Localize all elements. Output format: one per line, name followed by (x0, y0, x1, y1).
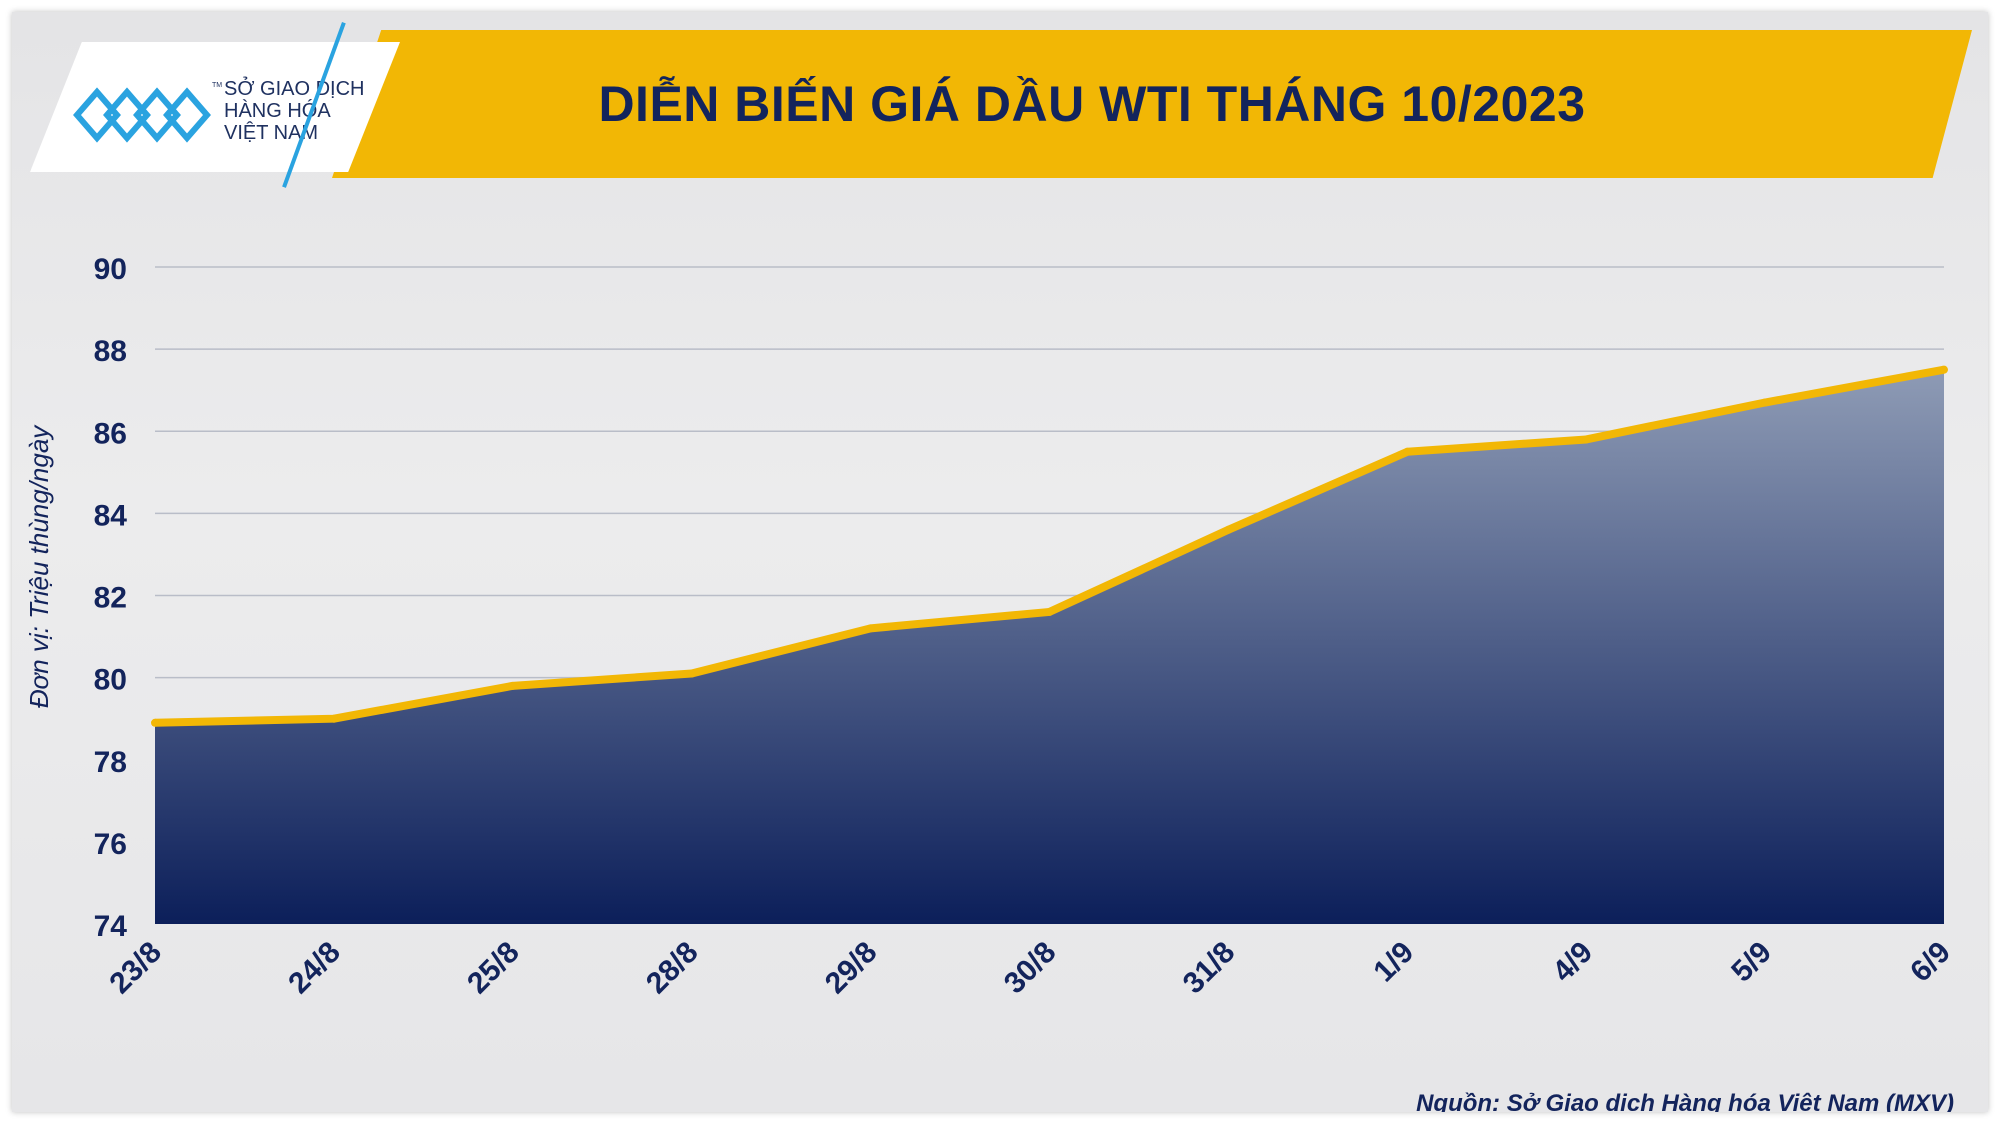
mxv-logo-icon (73, 87, 211, 143)
y-tick-label: 82 (94, 582, 127, 615)
logo-trademark: TM (212, 82, 223, 89)
y-tick-label: 80 (94, 664, 127, 697)
data-point (1403, 447, 1412, 456)
x-tick-label: 4/9 (1546, 936, 1599, 989)
x-tick-label: 1/9 (1367, 936, 1420, 989)
x-tick-label: 25/8 (461, 936, 526, 1001)
x-tick-label: 31/8 (1177, 936, 1242, 1001)
logo-text: SỞ GIAO DỊCH HÀNG HÓA VIỆT NAM (224, 78, 365, 144)
chart-frame: DIỄN BIẾN GIÁ DẦU WTI THÁNG 10/2023 TM S… (12, 12, 1988, 1112)
logo-line-1: SỞ GIAO DỊCH (224, 78, 365, 100)
title-banner (332, 30, 1972, 178)
source-note: Nguồn: Sở Giao dịch Hàng hóa Việt Nam (M… (1416, 1090, 1954, 1112)
data-point (866, 624, 875, 633)
data-point (1582, 435, 1591, 444)
data-point (1224, 525, 1233, 534)
data-point (1045, 607, 1054, 616)
area-chart: 74 76 78 80 82 84 86 88 90 23/8 24/8 25/8 28/8 29/8 3… (24, 253, 1957, 1001)
y-axis-label: Đơn vị: Triệu thùng/ngày (24, 424, 54, 709)
data-point (508, 681, 517, 690)
area-fill (155, 369, 1944, 924)
x-tick-label: 29/8 (819, 936, 884, 1001)
chart-title: DIỄN BIẾN GIÁ DẦU WTI THÁNG 10/2023 (598, 76, 1586, 132)
data-point (329, 714, 338, 723)
logo-line-3: VIỆT NAM (224, 122, 319, 144)
data-point (1761, 398, 1770, 407)
data-point (687, 669, 696, 678)
x-tick-label: 23/8 (103, 936, 168, 1001)
data-point (151, 718, 159, 727)
x-tick-label: 30/8 (998, 936, 1063, 1001)
area-series (151, 365, 1948, 924)
logo-line-2: HÀNG HÓA (224, 100, 331, 122)
x-tick-label: 5/9 (1725, 936, 1778, 989)
y-axis-ticks: 74 76 78 80 82 84 86 88 90 (94, 253, 128, 943)
x-tick-label: 6/9 (1904, 936, 1957, 989)
y-tick-label: 78 (94, 746, 127, 779)
x-axis-ticks: 23/8 24/8 25/8 28/8 29/8 30/8 31/8 1/9 4/9 5/9 6/9 (103, 936, 1957, 1001)
y-tick-label: 74 (94, 910, 128, 943)
logo-card (30, 42, 400, 172)
x-tick-label: 28/8 (640, 936, 705, 1001)
y-tick-label: 76 (94, 828, 127, 861)
y-tick-label: 88 (94, 335, 127, 368)
y-tick-label: 86 (94, 417, 127, 450)
y-tick-label: 90 (94, 253, 127, 286)
y-tick-label: 84 (94, 499, 128, 532)
data-point (1940, 365, 1948, 374)
x-tick-label: 24/8 (282, 936, 347, 1001)
